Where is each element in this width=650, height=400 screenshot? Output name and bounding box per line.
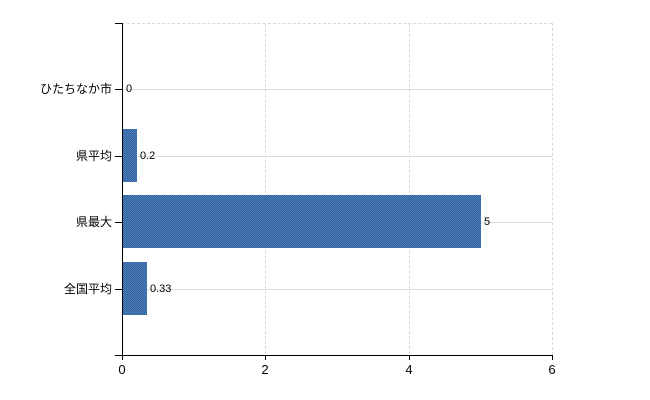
category-label: ひたちなか市 bbox=[39, 82, 112, 96]
x-axis-tick bbox=[265, 356, 266, 360]
plot-border-top bbox=[122, 23, 552, 24]
x-axis-tick bbox=[122, 356, 123, 360]
bar bbox=[123, 129, 137, 182]
category-label: 全国平均 bbox=[63, 282, 112, 296]
x-axis bbox=[115, 355, 553, 356]
y-axis-tick bbox=[115, 156, 122, 157]
y-axis-tick bbox=[115, 289, 122, 290]
vertical-gridline bbox=[409, 24, 410, 354]
horizontal-gridline bbox=[123, 156, 552, 157]
category-label: 県最大 bbox=[75, 215, 112, 229]
y-axis bbox=[122, 23, 123, 356]
vertical-gridline bbox=[265, 24, 266, 354]
value-label: 0 bbox=[126, 83, 133, 95]
bar bbox=[123, 262, 147, 315]
category-label: 県平均 bbox=[75, 149, 112, 163]
value-label: 0.2 bbox=[140, 150, 156, 162]
y-axis-tick-top bbox=[115, 23, 122, 24]
horizontal-gridline bbox=[123, 89, 552, 90]
plot-border-right bbox=[552, 23, 553, 355]
x-tick-label: 6 bbox=[548, 362, 556, 377]
bar bbox=[123, 195, 481, 248]
horizontal-gridline bbox=[123, 289, 552, 290]
x-axis-tick bbox=[409, 356, 410, 360]
y-axis-tick bbox=[115, 222, 122, 223]
x-axis-tick bbox=[552, 356, 553, 360]
x-tick-label: 0 bbox=[118, 362, 126, 377]
value-label: 5 bbox=[484, 216, 491, 228]
value-label: 0.33 bbox=[150, 283, 172, 295]
y-axis-tick bbox=[115, 89, 122, 90]
x-tick-label: 4 bbox=[405, 362, 413, 377]
x-tick-label: 2 bbox=[261, 362, 269, 377]
